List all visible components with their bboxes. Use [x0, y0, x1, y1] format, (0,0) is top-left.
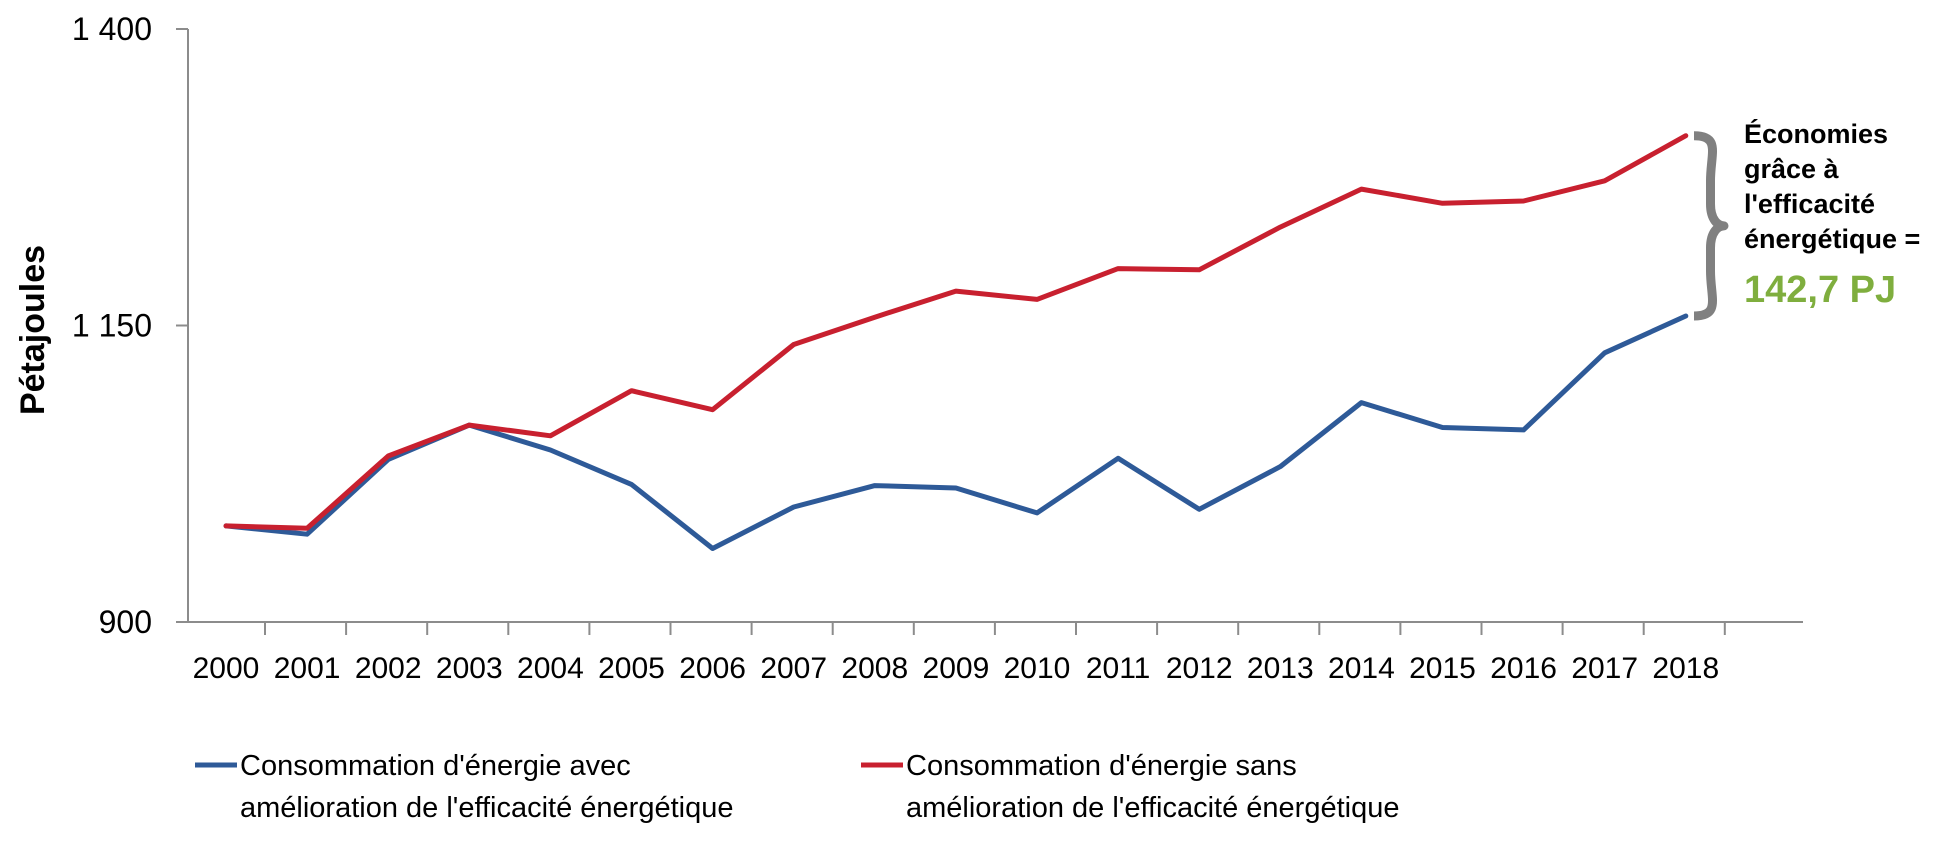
x-tick-label: 2003 — [436, 652, 503, 685]
x-tick-label: 2000 — [193, 652, 260, 685]
brace-icon — [1693, 131, 1729, 321]
y-tick-labels: 1 400 1 150 900 — [72, 11, 152, 640]
x-tick-label: 2002 — [355, 652, 422, 685]
x-tick-label: 2004 — [517, 652, 584, 685]
x-tick-label: 2009 — [923, 652, 990, 685]
axes — [176, 28, 1803, 635]
x-tick-label: 2013 — [1247, 652, 1314, 685]
x-tick-label: 2006 — [679, 652, 746, 685]
x-tick-label: 2001 — [274, 652, 341, 685]
legend: Consommation d'énergie avec amélioration … — [195, 750, 1399, 824]
x-tick-label: 2005 — [598, 652, 665, 685]
legend-label: Consommation d'énergie avec — [240, 750, 631, 782]
x-tick-label: 2018 — [1652, 652, 1719, 685]
annotation-value: 142,7 PJ — [1744, 269, 1896, 311]
savings-annotation: Économies grâce à l'efficacité énergétique … — [1744, 118, 1920, 311]
annotation-line: énergétique = — [1744, 224, 1920, 254]
x-tick-label: 2007 — [760, 652, 827, 685]
x-tick-label: 2008 — [841, 652, 908, 685]
y-tick-label: 1 400 — [72, 11, 152, 47]
y-axis-title: Pétajoules — [14, 245, 52, 415]
x-tick-label: 2010 — [1004, 652, 1071, 685]
annotation-line: l'efficacité — [1744, 189, 1875, 219]
series-lines — [223, 133, 1689, 551]
legend-label: Consommation d'énergie sans — [906, 750, 1297, 782]
x-tick-label: 2014 — [1328, 652, 1395, 685]
x-tick-label: 2016 — [1490, 652, 1557, 685]
x-tick-label: 2017 — [1571, 652, 1638, 685]
y-tick-label: 1 150 — [72, 308, 152, 344]
savings-brace — [1693, 131, 1729, 321]
x-tick-label: 2011 — [1086, 652, 1151, 685]
series-line-without-efficiency — [223, 133, 1689, 531]
x-tick-label: 2012 — [1166, 652, 1233, 685]
annotation-line: grâce à — [1744, 154, 1840, 184]
annotation-line: Économies — [1744, 118, 1888, 149]
legend-label: amélioration de l'efficacité énergétique — [906, 792, 1399, 824]
legend-label: amélioration de l'efficacité énergétique — [240, 792, 733, 824]
x-tick-labels: 2000 2001 2002 2003 2004 2005 2006 2007 2008 2009… — [193, 652, 1720, 685]
y-tick-label: 900 — [99, 604, 152, 640]
x-tick-label: 2015 — [1409, 652, 1476, 685]
